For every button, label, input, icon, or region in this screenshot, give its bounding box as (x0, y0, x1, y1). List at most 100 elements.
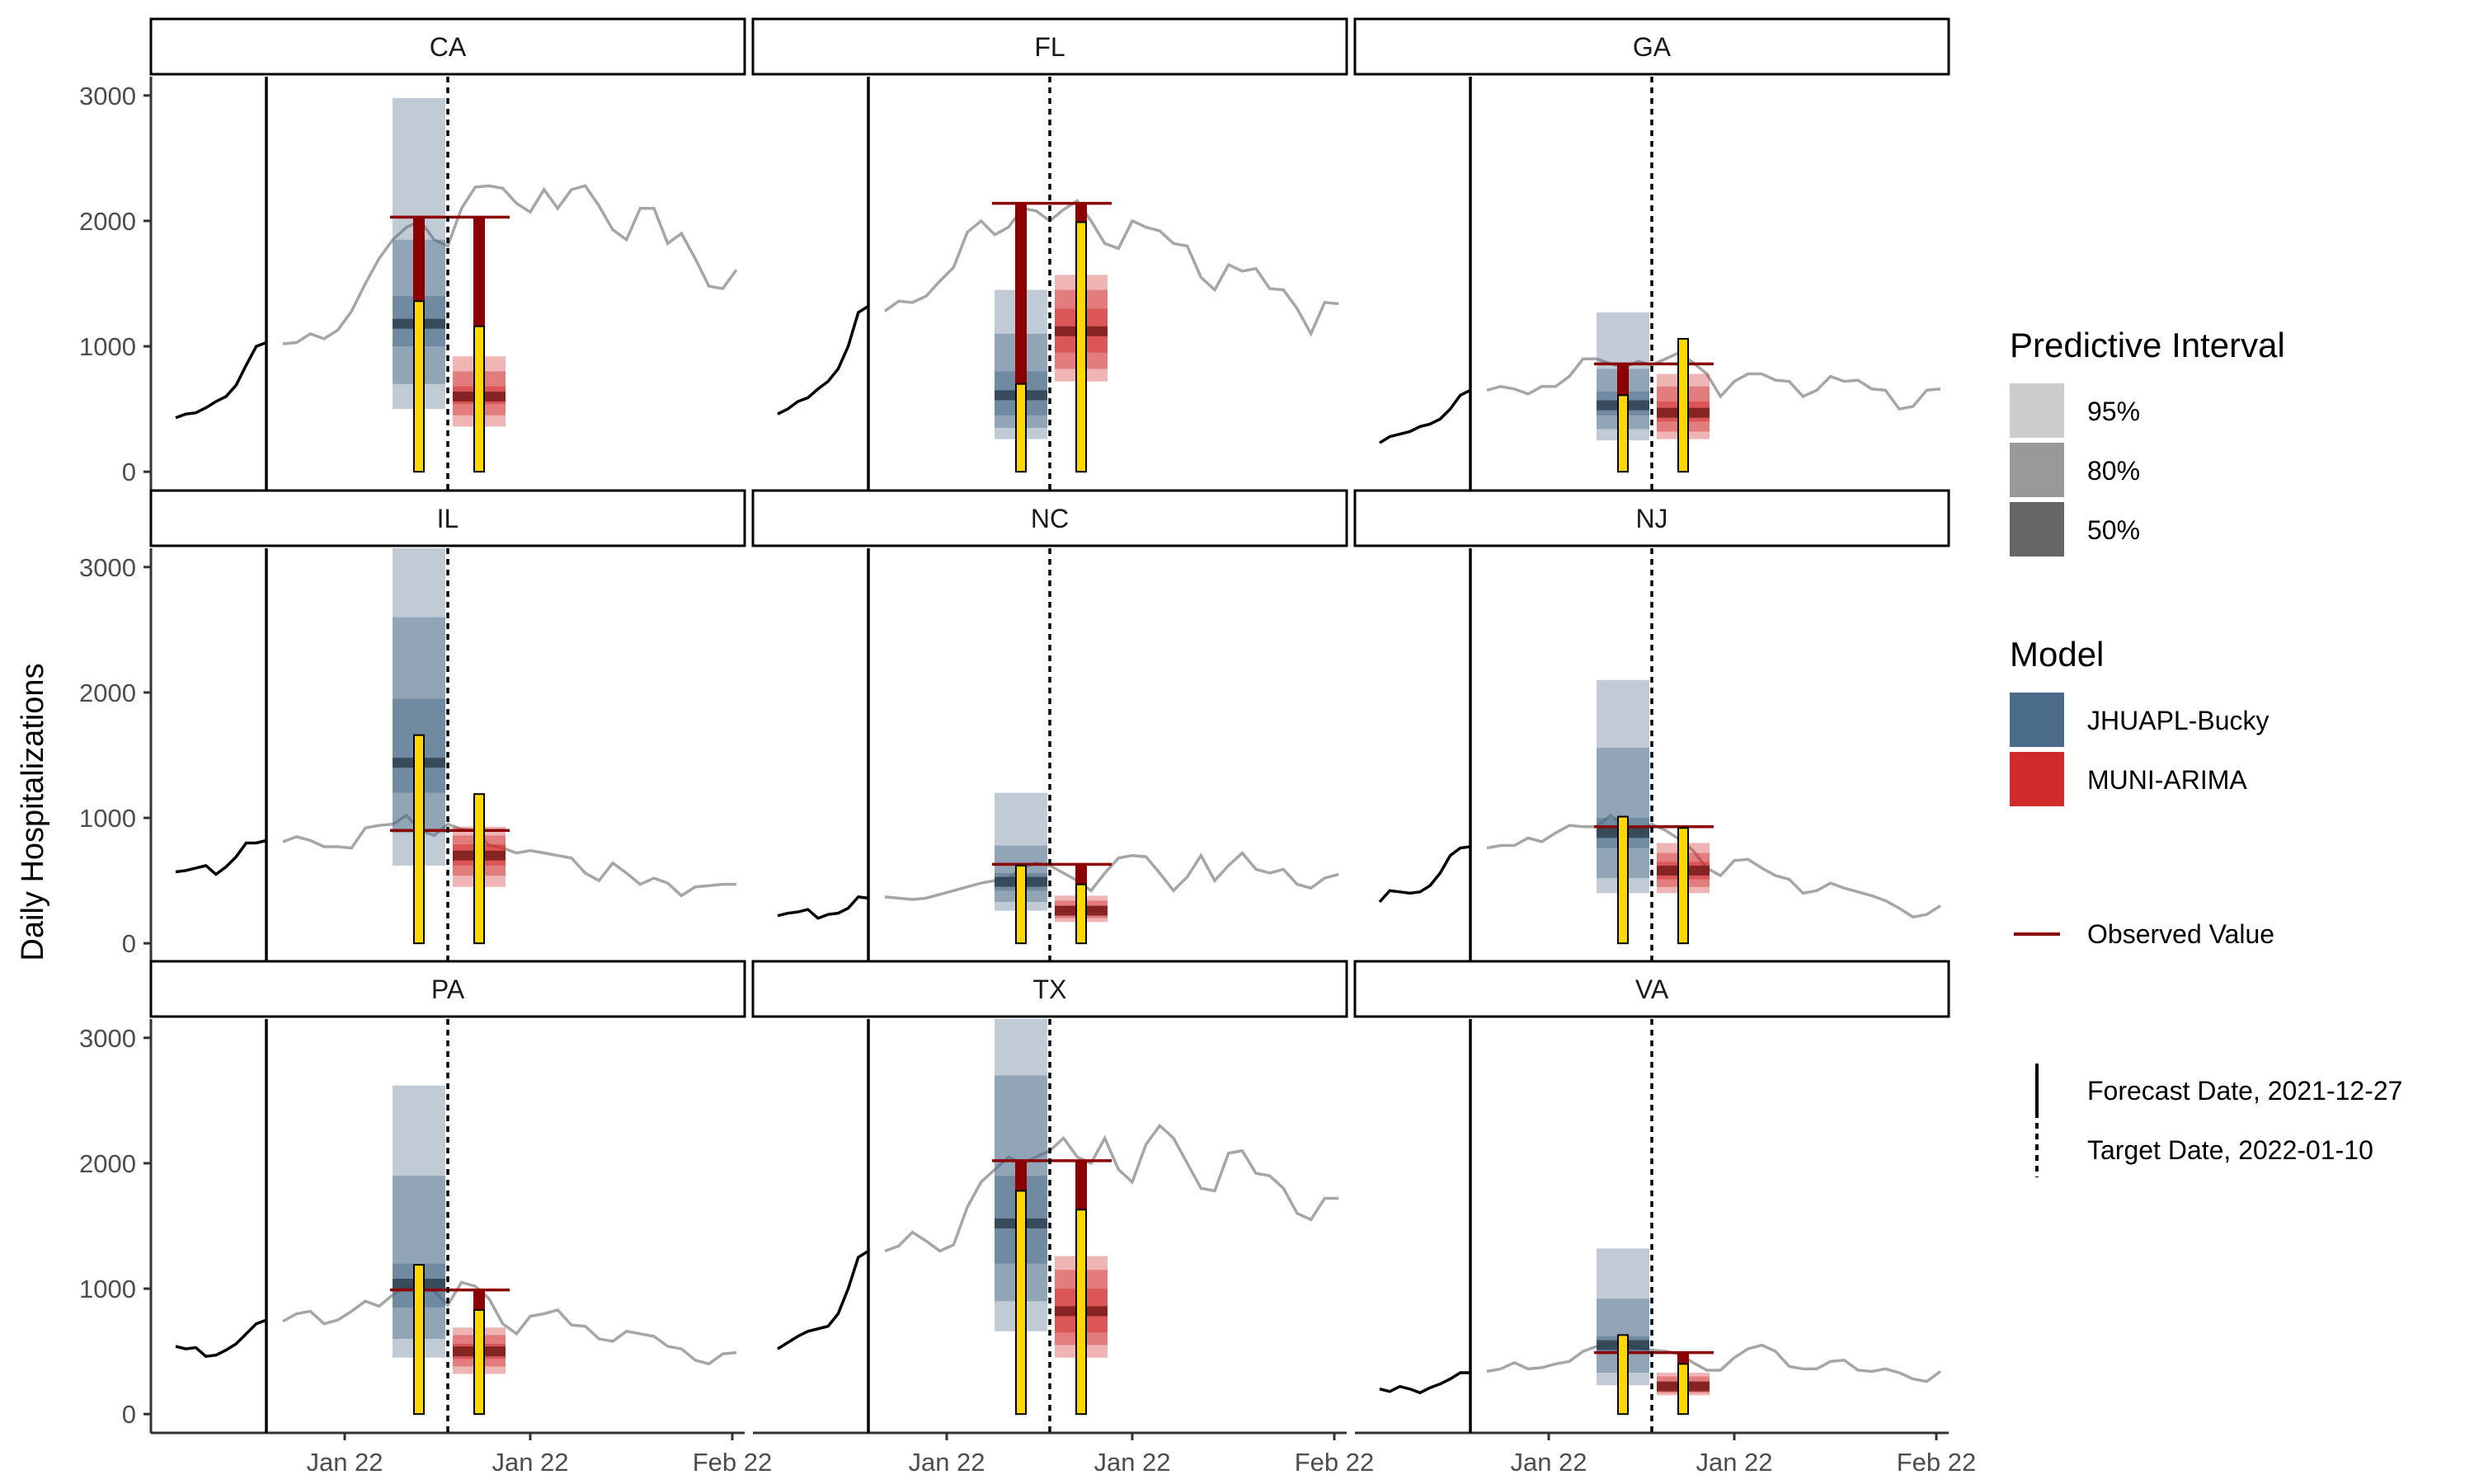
panel-pa: PA 0 1000 2000 3000 Jan 22 Jan 22 Feb 22 (79, 960, 773, 1477)
panel-nc: NC (751, 489, 1348, 962)
strip-ga (1353, 17, 1950, 76)
facet-panels: CA 0 1000 2000 3000 FL GA IL 0 1000 2000 3000 NC NJ PA… (79, 17, 1976, 1477)
strip-label-fl: FL (1034, 32, 1065, 62)
legend-label-80: 80% (2087, 456, 2140, 486)
x-tick-label: Jan 22 (1094, 1448, 1170, 1477)
x-tick-label: Jan 22 (306, 1448, 383, 1477)
panel-ca: CA 0 1000 2000 3000 (79, 17, 746, 491)
truth-history-line (175, 340, 267, 420)
x-tick-label: Jan 22 (492, 1448, 568, 1477)
strip-ca (149, 17, 746, 76)
muni-arima-error-bar (473, 217, 485, 326)
truth-history-line (175, 1318, 267, 1359)
muni-arima-error-bar (1075, 864, 1087, 885)
legend-key-80 (2010, 443, 2064, 497)
y-tick-label: 1000 (79, 804, 136, 833)
strip-label-va: VA (1635, 974, 1669, 1004)
strip-label-nc: NC (1031, 504, 1069, 533)
muni-arima-error-bar (1677, 1352, 1689, 1364)
y-tick-label: 0 (122, 458, 136, 486)
legend-label-95: 95% (2087, 397, 2140, 426)
jhuapl-bucky-error-bar (413, 217, 425, 302)
jhuapl-bucky-score-bar (413, 300, 425, 473)
jhuapl-bucky-score-bar (413, 1264, 425, 1416)
truth-history-line (1379, 388, 1471, 444)
panel-tx: TX Jan 22 Jan 22 Feb 22 (751, 960, 1375, 1477)
truth-future-line (1486, 350, 1941, 411)
y-axis-title: Daily Hospitalizations (16, 663, 50, 960)
muni-arima-error-bar (1075, 1160, 1087, 1210)
muni-arima-score-bar (1075, 221, 1087, 473)
truth-history-line (1378, 845, 1471, 904)
y-tick-label: 3000 (79, 553, 136, 582)
truth-history-line (1379, 1371, 1470, 1395)
panel-il: IL 0 1000 2000 3000 (79, 489, 746, 962)
muni-arima-error-bar (1075, 203, 1087, 223)
y-tick-label: 2000 (79, 679, 136, 707)
strip-label-pa: PA (431, 974, 465, 1004)
panel-va: VA Jan 22 Jan 22 Feb 22 (1353, 960, 1976, 1477)
truth-future-line (282, 1280, 737, 1366)
truth-future-line (883, 199, 1339, 337)
strip-tx (751, 960, 1348, 1018)
panel-nj: NJ (1353, 489, 1950, 962)
jhuapl-bucky-error-bar (1015, 1160, 1027, 1191)
strip-nc (751, 489, 1348, 547)
muni-arima-score-bar (1677, 337, 1689, 473)
muni-arima-score-bar (1075, 883, 1087, 945)
muni-arima-score-bar (1075, 1209, 1087, 1416)
truth-history-line (777, 1249, 869, 1350)
muni-arima-error-bar (473, 1289, 485, 1310)
jhuapl-bucky-score-bar (1015, 864, 1027, 945)
truth-history-line (777, 304, 869, 416)
truth-future-line (282, 813, 736, 898)
legend-label-target-date: Target Date, 2022-01-10 (2087, 1135, 2373, 1165)
muni-arima-score-bar (1677, 1363, 1689, 1416)
legend-label-observed: Observed Value (2087, 919, 2274, 949)
strip-label-tx: TX (1033, 974, 1067, 1004)
legend-label-50: 50% (2087, 515, 2140, 545)
y-tick-label: 2000 (79, 1149, 136, 1178)
muni-arima-score-bar (1677, 827, 1689, 945)
panel-ga: GA (1353, 17, 1950, 491)
x-tick-label: Jan 22 (1696, 1448, 1772, 1477)
truth-history-line (777, 895, 869, 920)
legend-label-forecast-date: Forecast Date, 2021-12-27 (2087, 1076, 2402, 1106)
strip-nj (1353, 489, 1950, 547)
legend-key-95 (2010, 383, 2064, 438)
y-tick-label: 1000 (79, 332, 136, 361)
strip-label-nj: NJ (1635, 504, 1667, 533)
muni-arima-score-bar (473, 1308, 485, 1416)
strip-label-ga: GA (1633, 32, 1672, 62)
jhuapl-bucky-error-bar (1617, 364, 1629, 396)
jhuapl-bucky-score-bar (1015, 1190, 1027, 1416)
interval-legend-title: Predictive Interval (2010, 326, 2285, 364)
jhuapl-bucky-score-bar (1617, 1334, 1629, 1416)
strip-pa (149, 960, 746, 1018)
x-tick-label: Jan 22 (1510, 1448, 1587, 1477)
legend-key-50 (2010, 502, 2064, 556)
truth-history-line (175, 838, 267, 876)
y-tick-label: 3000 (79, 82, 136, 110)
x-tick-label: Jan 22 (908, 1448, 985, 1477)
legend-label-muni-arima: MUNI-ARIMA (2087, 765, 2247, 795)
x-tick-label: Feb 22 (693, 1448, 773, 1477)
legend-key-jhuapl-bucky (2010, 693, 2064, 747)
x-tick-label: Feb 22 (1295, 1448, 1375, 1477)
y-tick-label: 2000 (79, 207, 136, 236)
y-tick-label: 1000 (79, 1275, 136, 1303)
jhuapl-bucky-score-bar (1015, 383, 1027, 473)
model-legend-title: Model (2010, 635, 2104, 674)
jhuapl-bucky-error-bar (1015, 203, 1027, 384)
y-tick-label: 3000 (79, 1024, 136, 1053)
jhuapl-bucky-score-bar (413, 734, 425, 945)
truth-future-line (282, 184, 738, 345)
legend-label-jhuapl-bucky: JHUAPL-Bucky (2087, 706, 2269, 735)
y-tick-label: 0 (122, 929, 136, 958)
muni-arima-score-bar (473, 793, 485, 945)
truth-future-line (1486, 1342, 1942, 1383)
legend-key-muni-arima (2010, 752, 2064, 806)
strip-il (149, 489, 746, 547)
strip-label-il: IL (437, 504, 459, 533)
